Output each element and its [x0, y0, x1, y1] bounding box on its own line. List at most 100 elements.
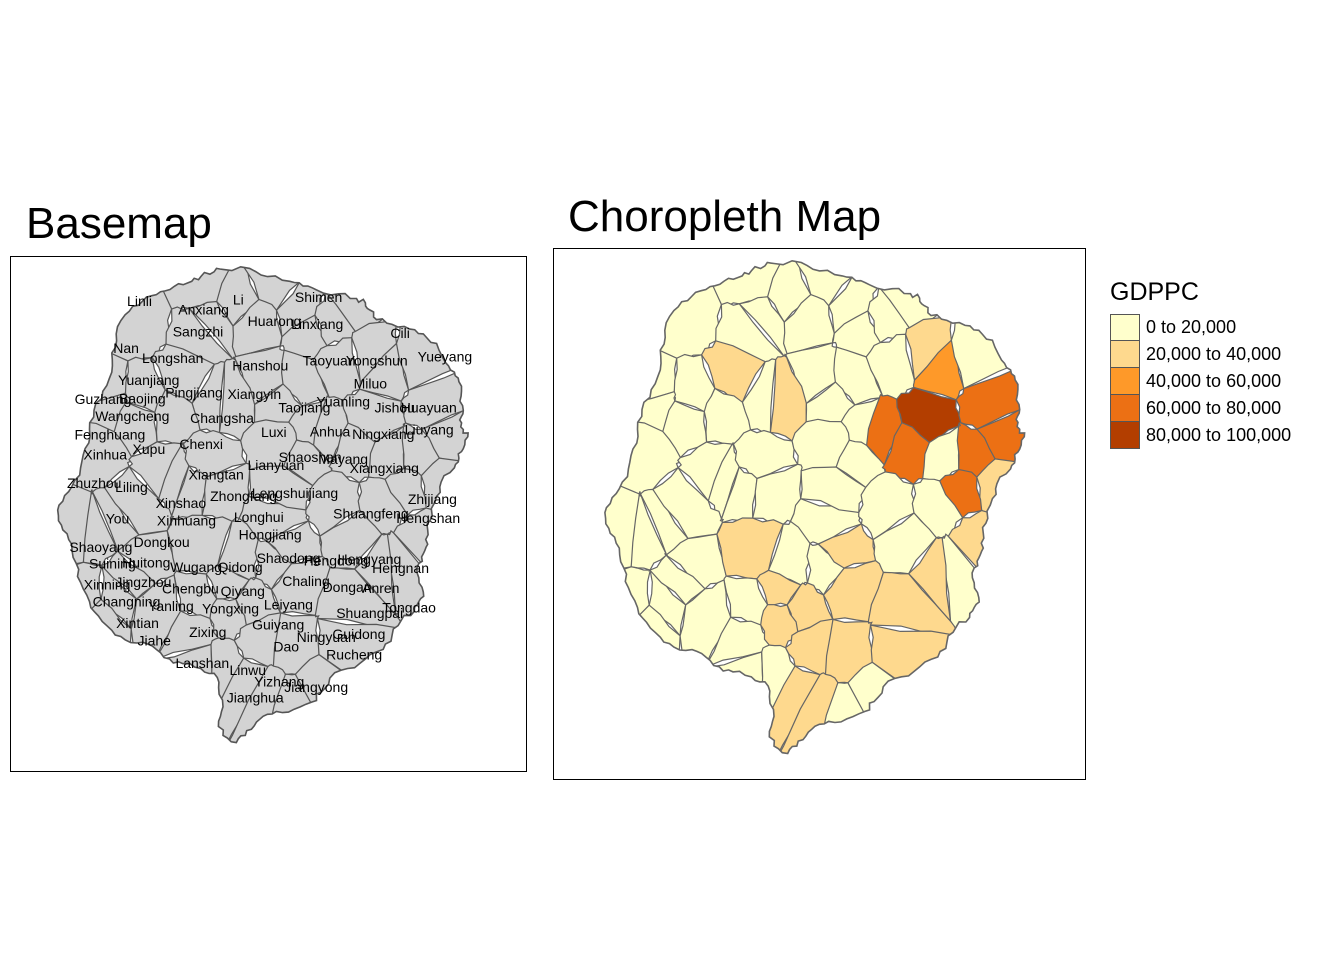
place-label: Anhua [310, 424, 351, 440]
place-label: Chenxi [179, 436, 223, 452]
place-label: Leiyang [264, 597, 313, 613]
place-label: Hanshou [232, 358, 288, 374]
place-label: Hengyang [337, 551, 401, 567]
county-polygon [248, 465, 314, 511]
county-polygon [294, 653, 469, 743]
place-label: Liling [115, 479, 148, 495]
place-label: Linwu [230, 662, 267, 678]
legend-item-1: 20,000 to 40,000 [1110, 341, 1291, 368]
place-label: Lengshuijiang [252, 485, 338, 501]
legend-swatch-2 [1110, 368, 1140, 395]
place-label: Zixing [189, 624, 226, 640]
place-label: Dongan [323, 579, 372, 595]
place-label: Ningxiang [352, 426, 414, 442]
place-label: Yongxing [202, 601, 259, 617]
legend-item-3: 60,000 to 80,000 [1110, 395, 1291, 422]
place-label: Linxiang [291, 316, 343, 332]
place-label: Huayuan [401, 399, 457, 415]
place-label: Lianyuan [247, 457, 304, 473]
province-outline [604, 259, 1026, 755]
legend-swatch-4 [1110, 422, 1140, 449]
place-label: Shaoyang [69, 539, 132, 555]
place-label: Cili [390, 325, 409, 341]
place-label: Taoyuan [303, 353, 356, 369]
place-label: Changsha [190, 410, 254, 426]
place-label: Suining [89, 556, 136, 572]
place-label: You [106, 511, 130, 527]
county-polygon [386, 529, 469, 709]
legend-label-4: 80,000 to 100,000 [1146, 425, 1292, 445]
place-label: Longshan [142, 350, 204, 366]
place-label: Jiahe [137, 633, 171, 649]
county-polygon [869, 624, 1025, 754]
place-label: Xintian [116, 615, 159, 631]
place-label: Baojing [119, 391, 166, 407]
legend-label-0: 0 to 20,000 [1146, 317, 1237, 337]
basemap-title: Basemap [26, 199, 212, 248]
place-label: Guzhang [75, 391, 132, 407]
county-polygon [677, 441, 733, 502]
place-label: Pingjiang [165, 385, 223, 401]
place-label: Shuangpai [336, 605, 403, 621]
county-polygon [205, 564, 251, 600]
place-label: Huitong [122, 555, 170, 571]
legend-label-1: 20,000 to 40,000 [1146, 344, 1282, 364]
place-label: Yueyang [418, 349, 473, 365]
place-label: Longhui [234, 509, 284, 525]
place-label: Chaling [282, 573, 329, 589]
choropleth-panel [553, 248, 1086, 780]
place-label: Hengdong [304, 552, 369, 568]
county-polygon [822, 560, 885, 623]
legend-title: GDPPC [1110, 278, 1199, 306]
county-polygon [637, 651, 766, 754]
place-label: Miluo [354, 376, 388, 392]
place-label: Jianghua [227, 690, 284, 706]
place-label: Linli [127, 293, 152, 309]
legend-item-2: 40,000 to 60,000 [1110, 368, 1291, 395]
county-polygon [648, 554, 706, 606]
place-label: Xiangtan [189, 466, 244, 482]
place-label: Yanling [148, 598, 194, 614]
place-label: Shimen [295, 289, 342, 305]
place-label: Li [233, 291, 244, 307]
place-label: Luxi [261, 424, 287, 440]
place-label: Xiangxiang [350, 460, 419, 476]
place-label: Shuangfeng [333, 506, 409, 522]
place-label: Lanshan [175, 655, 229, 671]
place-label: Guiyang [252, 617, 304, 633]
county-polygon [751, 463, 803, 526]
county-polygon [99, 550, 157, 600]
county-polygon [384, 467, 427, 516]
place-label: Fenghuang [74, 427, 145, 443]
county-polygon [395, 266, 469, 392]
place-label: Tongdao [382, 599, 436, 615]
place-label: Sangzhi [173, 324, 224, 340]
place-label: Shaoshan [279, 449, 342, 465]
choropleth-svg [604, 259, 1026, 755]
place-label: Mayang [318, 451, 368, 467]
place-label: Xinhuang [157, 513, 216, 529]
county-polygon [938, 468, 983, 519]
county-polygon [57, 266, 173, 363]
place-label: Zhijiang [408, 491, 457, 507]
place-label: Xinhua [83, 447, 127, 463]
choropleth-title: Choropleth Map [568, 192, 882, 241]
county-polygon [270, 555, 331, 617]
legend-label-2: 40,000 to 60,000 [1146, 371, 1282, 391]
place-label: Anxiang [178, 302, 229, 318]
county-polygon [941, 533, 1025, 719]
place-label: Hengnan [372, 560, 429, 576]
legend-label-3: 60,000 to 80,000 [1146, 398, 1282, 418]
place-label: Wugang [170, 559, 222, 575]
place-label: Huarong [248, 313, 302, 329]
county-polygon [847, 661, 1025, 754]
province-outline [56, 265, 469, 744]
basemap-panel: Shimen Li Linli Anxiang Huarong Linxiang Sangz… [10, 256, 527, 772]
legend-swatch-1 [1110, 341, 1140, 368]
legend-item-0: 0 to 20,000 [1110, 314, 1291, 341]
county-polygon [756, 569, 802, 606]
place-label: Dao [273, 638, 299, 654]
place-label: Dongkou [134, 534, 190, 550]
